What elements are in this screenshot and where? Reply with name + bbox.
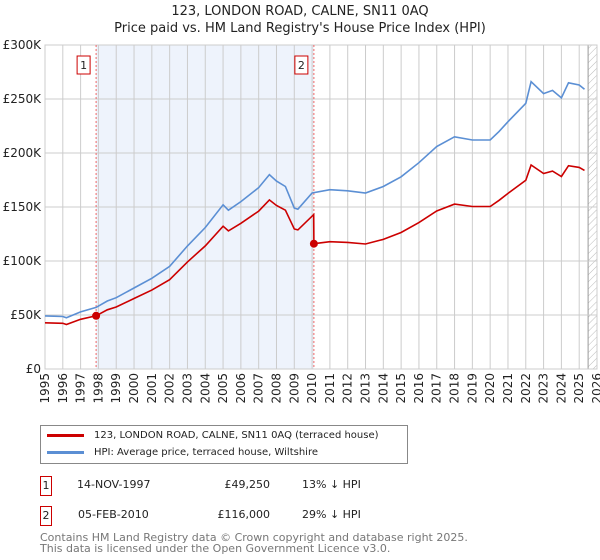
sale-hpi-diff: 13% ↓ HPI bbox=[302, 478, 361, 491]
legend-swatch-blue bbox=[47, 451, 84, 454]
sale-marker-box bbox=[76, 55, 91, 75]
sale-marker-badge: 2 bbox=[40, 506, 52, 526]
x-tick-label: 2022 bbox=[519, 373, 533, 404]
chart-title: 123, LONDON ROAD, CALNE, SN11 0AQ bbox=[171, 4, 429, 19]
x-tick-label: 2018 bbox=[448, 373, 462, 404]
sale-hpi-diff: 29% ↓ HPI bbox=[302, 508, 361, 521]
legend: 123, LONDON ROAD, CALNE, SN11 0AQ (terra… bbox=[40, 425, 408, 464]
x-tick-label: 2017 bbox=[430, 373, 444, 404]
y-tick-label: £100K bbox=[3, 254, 43, 268]
x-tick-label: 2025 bbox=[572, 373, 586, 404]
footer-copyright: Contains HM Land Registry data © Crown c… bbox=[40, 531, 468, 544]
x-tick-label: 1998 bbox=[91, 373, 105, 404]
x-tick-label: 1997 bbox=[74, 373, 88, 404]
sale-price: £49,250 bbox=[224, 478, 271, 491]
x-tick-label: 2005 bbox=[216, 373, 230, 404]
price-chart: 1995 1996 1997 1998 1999 2000 2001 2002 2003 2004… bbox=[3, 38, 600, 404]
legend-swatch-red bbox=[47, 434, 84, 437]
x-tick-label: 2014 bbox=[376, 373, 390, 404]
x-tick-label: 2020 bbox=[483, 373, 497, 404]
x-tick-label: 2015 bbox=[394, 373, 408, 404]
x-tick-label: 2013 bbox=[359, 373, 373, 404]
x-tick-label: 2012 bbox=[341, 373, 355, 404]
price-paid-line bbox=[44, 163, 585, 326]
x-tick-label: 2003 bbox=[180, 373, 194, 404]
footer-licence: This data is licensed under the Open Gov… bbox=[40, 542, 391, 555]
plot-frame bbox=[44, 44, 598, 370]
sale-marker-box bbox=[294, 55, 309, 75]
chart-subtitle: Price paid vs. HM Land Registry's House … bbox=[114, 21, 486, 36]
x-tick-label: 1995 bbox=[38, 373, 52, 404]
x-tick-label: 2001 bbox=[145, 373, 159, 404]
x-tick-label: 2008 bbox=[269, 373, 283, 404]
legend-label: 123, LONDON ROAD, CALNE, SN11 0AQ (terra… bbox=[94, 430, 379, 441]
x-tick-label: 2021 bbox=[501, 373, 515, 404]
x-tick-label: 2000 bbox=[127, 373, 141, 404]
x-tick-label: 2019 bbox=[465, 373, 479, 404]
y-tick-label: £250K bbox=[3, 92, 43, 106]
y-tick-label: £0 bbox=[26, 362, 41, 376]
x-tick-label: 2009 bbox=[287, 373, 301, 404]
sale-price: £116,000 bbox=[217, 508, 271, 521]
legend-label: HPI: Average price, terraced house, Wilt… bbox=[94, 447, 318, 458]
x-tick-label: 2010 bbox=[305, 373, 319, 404]
x-tick-label: 2002 bbox=[163, 373, 177, 404]
x-tick-label: 2011 bbox=[323, 373, 337, 404]
sale-point bbox=[92, 311, 101, 320]
sale-marker-label: 1 bbox=[80, 59, 87, 72]
y-tick-label: £200K bbox=[3, 146, 43, 160]
sale-date: 05-FEB-2010 bbox=[78, 508, 149, 521]
sale-marker-label: 2 bbox=[298, 59, 305, 72]
x-tick-label: 2026 bbox=[590, 373, 600, 404]
legend-item-property: 123, LONDON ROAD, CALNE, SN11 0AQ (terra… bbox=[47, 430, 379, 441]
sale-date: 14-NOV-1997 bbox=[77, 478, 151, 491]
x-tick-label: 2004 bbox=[198, 373, 212, 404]
y-tick-label: £300K bbox=[3, 38, 43, 52]
x-tick-label: 1999 bbox=[109, 373, 123, 404]
x-tick-label: 2024 bbox=[554, 373, 568, 404]
sale-point bbox=[309, 239, 318, 248]
x-tick-label: 2023 bbox=[537, 373, 551, 404]
x-tick-label: 2007 bbox=[252, 373, 266, 404]
y-tick-label: £150K bbox=[3, 200, 43, 214]
hpi-line bbox=[44, 80, 586, 319]
legend-item-hpi: HPI: Average price, terraced house, Wilt… bbox=[47, 447, 318, 458]
y-tick-label: £50K bbox=[10, 308, 42, 322]
x-tick-label: 1996 bbox=[56, 373, 70, 404]
x-tick-label: 2016 bbox=[412, 373, 426, 404]
sale-marker-badge: 1 bbox=[40, 476, 52, 496]
x-tick-label: 2006 bbox=[234, 373, 248, 404]
